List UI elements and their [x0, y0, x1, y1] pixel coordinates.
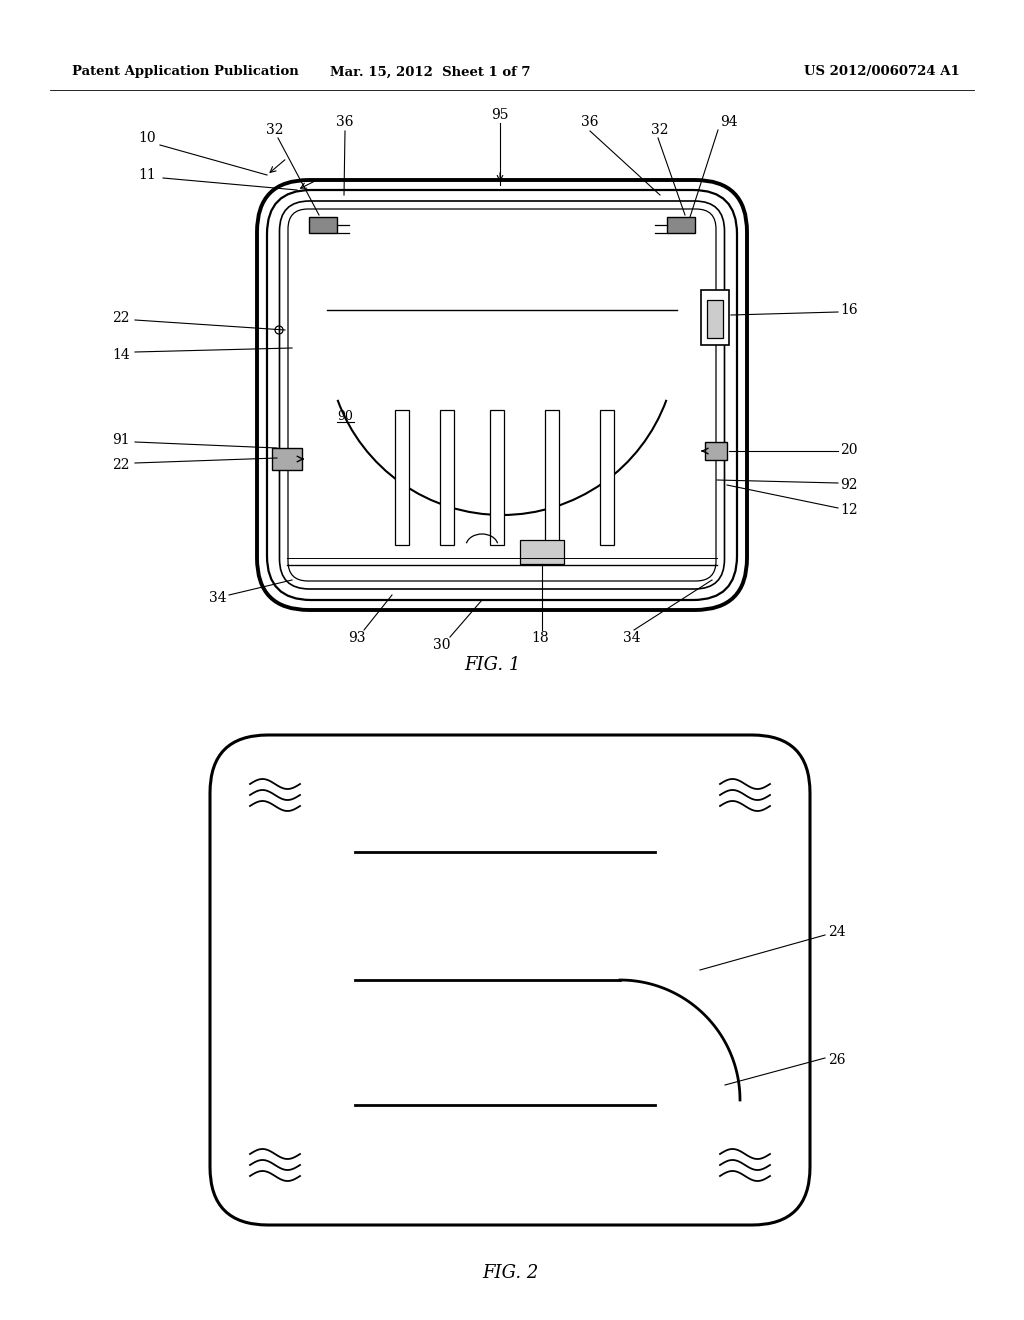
Text: 22: 22	[113, 458, 130, 473]
FancyBboxPatch shape	[280, 201, 725, 589]
Bar	[520, 540, 564, 564]
Text: 16: 16	[840, 304, 858, 317]
Text: Mar. 15, 2012  Sheet 1 of 7: Mar. 15, 2012 Sheet 1 of 7	[330, 66, 530, 78]
Text: 26: 26	[828, 1053, 846, 1067]
Bar	[545, 411, 559, 545]
Text: 32: 32	[651, 123, 669, 137]
Bar	[490, 411, 504, 545]
Text: 10: 10	[138, 131, 156, 145]
Text: 36: 36	[336, 115, 353, 129]
Text: 91: 91	[113, 433, 130, 447]
Bar	[440, 411, 454, 545]
Text: 18: 18	[531, 631, 549, 645]
Text: 22: 22	[113, 312, 130, 325]
Text: Patent Application Publication: Patent Application Publication	[72, 66, 299, 78]
Bar	[272, 447, 302, 470]
Text: 34: 34	[624, 631, 641, 645]
Text: 30: 30	[433, 638, 451, 652]
Bar	[309, 216, 337, 234]
Text: 34: 34	[209, 591, 227, 605]
Bar	[600, 411, 614, 545]
FancyBboxPatch shape	[288, 209, 716, 581]
Bar	[701, 290, 729, 345]
Text: FIG. 2: FIG. 2	[482, 1265, 539, 1282]
Text: US 2012/0060724 A1: US 2012/0060724 A1	[804, 66, 961, 78]
FancyBboxPatch shape	[210, 735, 810, 1225]
Text: 93: 93	[348, 631, 366, 645]
Text: 32: 32	[266, 123, 284, 137]
Bar	[667, 216, 695, 234]
FancyBboxPatch shape	[267, 190, 737, 601]
Text: 36: 36	[582, 115, 599, 129]
Text: 90: 90	[337, 411, 353, 424]
Text: 95: 95	[492, 108, 509, 121]
Text: 12: 12	[840, 503, 858, 517]
Text: 20: 20	[840, 444, 857, 457]
Text: 14: 14	[113, 348, 130, 362]
Bar	[705, 442, 727, 459]
Text: 11: 11	[138, 168, 156, 182]
Text: 92: 92	[840, 478, 857, 492]
Bar	[707, 300, 723, 338]
Bar	[395, 411, 409, 545]
FancyBboxPatch shape	[257, 180, 746, 610]
Text: 24: 24	[828, 925, 846, 939]
Text: FIG. 1: FIG. 1	[464, 656, 520, 675]
Text: 94: 94	[720, 115, 737, 129]
